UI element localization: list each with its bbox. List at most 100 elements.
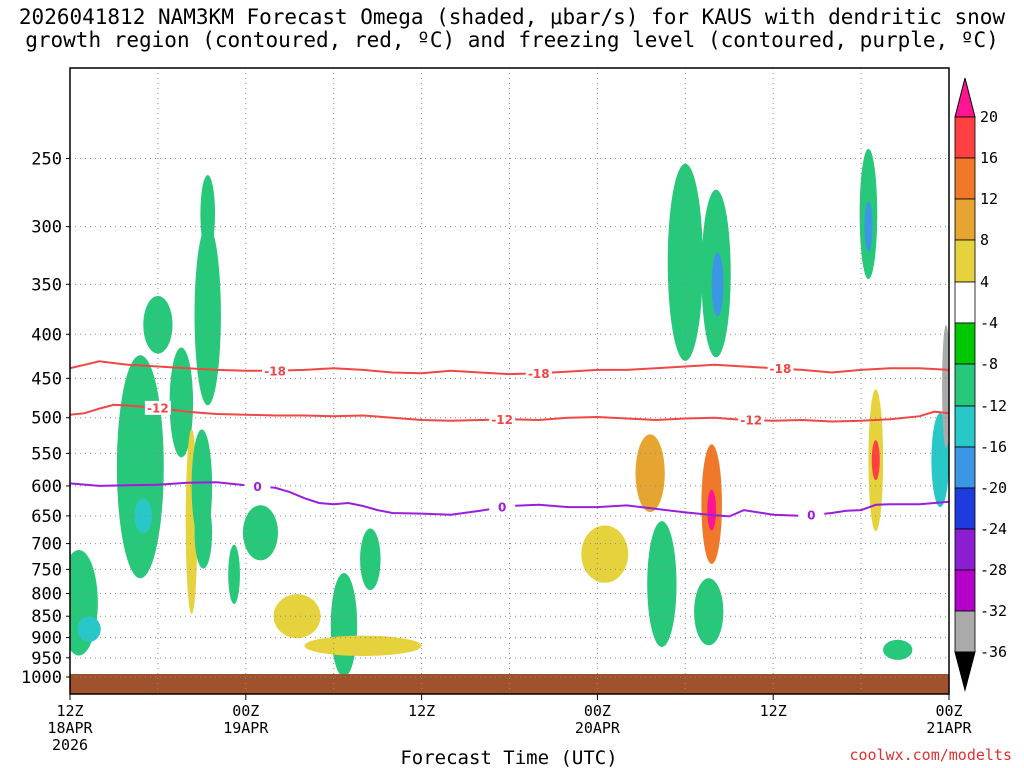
contour-label-bg-2-0: [244, 479, 271, 494]
omega-region-20: [667, 163, 703, 361]
colorbar-label-7: -12: [980, 397, 1007, 415]
colorbar-bin-5: [954, 322, 976, 365]
y-tick-label-750: 750: [31, 560, 62, 580]
x-tick-label-60-0: 00Z: [935, 702, 962, 720]
y-tick-label-500: 500: [31, 409, 62, 429]
colorbar-top-arrow: [954, 77, 976, 118]
y-tick-label-550: 550: [31, 444, 62, 464]
omega-region-11: [228, 544, 240, 604]
colorbar-bin-10: [954, 528, 976, 571]
omega-region-24: [707, 489, 717, 531]
omega-region-32: [942, 325, 949, 449]
colorbar-label-11: -28: [980, 561, 1007, 579]
omega-region-19: [647, 521, 677, 647]
x-tick-label-0-1: 18APR: [47, 719, 93, 737]
colorbar-label-3: 8: [980, 231, 989, 249]
omega-region-25: [694, 578, 724, 646]
colorbar-label-8: -16: [980, 438, 1007, 456]
contour-label-2-2: 0: [807, 509, 815, 523]
omega-region-12: [242, 505, 279, 561]
colorbar: 20 16 12 8 4 -4 -8 -12 -16 -20 -24 -28 -32 -36: [954, 77, 1007, 692]
x-tick-label-0-2: 2026: [52, 736, 88, 754]
colorbar-label-0: 20: [980, 108, 998, 126]
x-tick-label-24-0: 12Z: [408, 702, 435, 720]
x-tick-label-0-0: 12Z: [56, 702, 83, 720]
contour-label-0-2: -18: [770, 362, 792, 376]
x-tick-label-12-1: 19APR: [223, 719, 269, 737]
colorbar-label-5: -4: [980, 314, 998, 332]
title-line-1: 2026041812 NAM3KM Forecast Omega (shaded…: [18, 5, 1006, 29]
y-tick-label-250: 250: [31, 149, 62, 169]
y-tick-label-950: 950: [31, 649, 62, 669]
plot-frame: [69, 67, 950, 695]
contour-label-bg-1-2: [738, 413, 765, 428]
omega-region-13: [273, 594, 321, 639]
contour-label-2-1: 0: [498, 501, 506, 515]
colorbar-bin-3: [954, 239, 976, 283]
contour-label-bg-0-1: [525, 366, 552, 381]
y-tick-label-700: 700: [31, 535, 62, 555]
contour-label-0-1: -18: [528, 367, 550, 381]
colorbar-bin-11: [954, 569, 976, 612]
y-tick-label-400: 400: [31, 325, 62, 345]
omega-region-7: [194, 224, 221, 406]
y-tick-label-900: 900: [31, 629, 62, 649]
omega-region-5: [169, 347, 194, 458]
colorbar-bin-0: [954, 116, 976, 159]
omega-region-22: [711, 252, 724, 317]
contour-label-bg-1-1: [489, 412, 516, 427]
y-axis: 2503003504004505005506006507007508008509…: [21, 149, 70, 688]
y-tick-label-450: 450: [31, 369, 62, 389]
omega-region-3: [134, 498, 153, 534]
omega-region-4: [143, 295, 173, 354]
omega-region-17: [581, 525, 629, 583]
y-tick-label-800: 800: [31, 585, 62, 605]
omega-region-27: [864, 201, 873, 252]
credit-text: coolwx.com/modelts: [849, 746, 1012, 764]
omega-region-14: [330, 572, 358, 677]
omega-region-15: [360, 528, 381, 591]
x-tick-label-36-1: 20APR: [575, 719, 621, 737]
colorbar-bin-12: [954, 610, 976, 653]
colorbar-bin-7: [954, 405, 976, 448]
chart-title: 2026041812 NAM3KM Forecast Omega (shaded…: [0, 6, 1024, 52]
colorbar-label-9: -20: [980, 479, 1007, 497]
omega-region-16: [304, 635, 422, 656]
contour-label-1-1: -12: [491, 413, 513, 427]
contour-label-bg-0-2: [767, 361, 794, 376]
contour-label-1-2: -12: [740, 414, 762, 428]
colorbar-bin-2: [954, 198, 976, 241]
colorbar-bin-6: [954, 363, 976, 407]
contour-label-2-0: 0: [253, 480, 261, 494]
omega-region-30: [883, 639, 913, 660]
colorbar-label-10: -24: [980, 520, 1007, 538]
x-tick-label-12-0: 00Z: [232, 702, 259, 720]
colorbar-bin-4: [954, 281, 976, 324]
omega-region-2: [116, 355, 164, 579]
colorbar-bin-8: [954, 446, 976, 489]
contour-label-bg-2-2: [798, 508, 825, 523]
colorbar-bin-9: [954, 487, 976, 530]
omega-region-9: [200, 175, 216, 253]
colorbar-label-1: 16: [980, 149, 998, 167]
omega-region-1: [77, 616, 101, 642]
colorbar-label-13: -36: [980, 643, 1007, 661]
colorbar-label-6: -8: [980, 355, 998, 373]
contour-label-bg-1-0: [144, 400, 171, 415]
contour-label-1-0: -12: [147, 401, 169, 415]
colorbar-label-12: -32: [980, 602, 1007, 620]
y-tick-label-650: 650: [31, 507, 62, 527]
y-tick-label-350: 350: [31, 275, 62, 295]
contour-label-0-0: -18: [264, 364, 286, 378]
contour-label-bg-0-0: [262, 363, 289, 378]
x-tick-label-48-0: 12Z: [760, 702, 787, 720]
colorbar-label-4: 4: [980, 273, 989, 291]
x-tick-label-36-0: 00Z: [584, 702, 611, 720]
y-tick-label-300: 300: [31, 218, 62, 238]
colorbar-label-2: 12: [980, 190, 998, 208]
y-tick-label-850: 850: [31, 607, 62, 627]
contour-label-bg-2-1: [489, 500, 516, 515]
contour-lines: -18 -18 -18 -12 -12 -12 0 0 0: [70, 360, 949, 523]
